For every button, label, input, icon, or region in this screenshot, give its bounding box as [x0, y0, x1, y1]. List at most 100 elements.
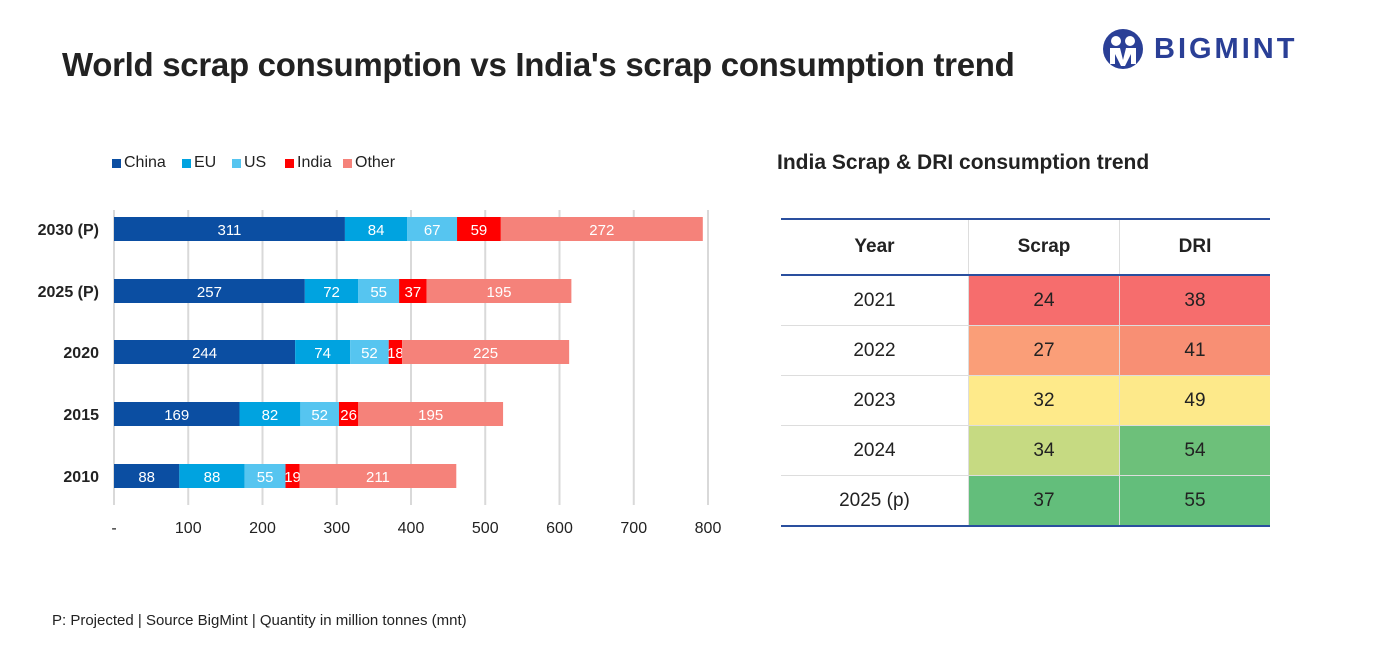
- legend-item-india: India: [285, 154, 332, 172]
- chart-plot: - 100 200 300 400 500 600 700 800 2030 (P) 311 84 67…: [38, 210, 721, 537]
- bar-segment-eu: [304, 279, 359, 303]
- bar-data-label: 88: [138, 469, 155, 486]
- legend-swatch: [343, 158, 352, 168]
- legend-swatch: [232, 158, 241, 168]
- bar-segment-eu: [179, 464, 245, 488]
- bar-data-label: 211: [366, 469, 390, 486]
- bar-data-label: 84: [368, 222, 385, 239]
- x-tick-label: 600: [546, 520, 573, 537]
- y-category-label: 2020: [63, 345, 99, 362]
- table-row: 2023 32 49: [781, 375, 1270, 426]
- cell-year: 2023: [781, 375, 969, 426]
- bar-segment-other: [358, 402, 504, 426]
- y-category-label: 2010: [63, 469, 99, 486]
- bar-data-label: 169: [164, 407, 189, 424]
- cell-scrap: 37: [968, 475, 1120, 527]
- header-dri: DRI: [1119, 218, 1270, 276]
- footnote: P: Projected | Source BigMint | Quantity…: [52, 612, 467, 629]
- bar-data-label: 257: [197, 284, 222, 301]
- bar-data-label: 52: [311, 407, 328, 424]
- legend-item-eu: EU: [182, 154, 216, 172]
- bar-data-label: 26: [340, 407, 357, 424]
- cell-dri: 38: [1119, 274, 1270, 326]
- bar-data-label: 311: [217, 222, 241, 239]
- bar-data-label: 52: [361, 345, 378, 362]
- bar-segment-india: [285, 464, 300, 488]
- table-row: 2021 24 38: [781, 274, 1270, 326]
- bar-data-label: 55: [370, 284, 387, 301]
- bigmint-logo: BIGMINT: [1102, 28, 1297, 70]
- bar-segment-eu: [344, 217, 408, 241]
- logo-text: BIGMINT: [1154, 32, 1298, 65]
- y-category-label: 2030 (P): [38, 222, 99, 239]
- legend-item-china: China: [112, 154, 166, 172]
- bar-segment-other: [500, 217, 703, 241]
- legend-swatch: [182, 158, 191, 168]
- header-scrap: Scrap: [968, 218, 1120, 276]
- legend-swatch: [112, 158, 121, 168]
- cell-year: 2025 (p): [781, 475, 969, 527]
- cell-scrap: 32: [968, 375, 1120, 426]
- legend-item-other: Other: [343, 154, 395, 172]
- x-tick-label: 400: [398, 520, 425, 537]
- bar-data-label: 82: [262, 407, 279, 424]
- india-consumption-table: Year Scrap DRI 2021 24 38 2022 27 41 2023 32 49 2…: [781, 218, 1270, 527]
- cell-dri: 49: [1119, 375, 1270, 426]
- legend-item-us: US: [232, 154, 266, 172]
- cell-scrap: 24: [968, 274, 1120, 326]
- cell-year: 2022: [781, 325, 969, 376]
- bar-segment-other: [402, 340, 570, 364]
- x-tick-label: 200: [249, 520, 276, 537]
- table-row: 2022 27 41: [781, 325, 1270, 376]
- stacked-bar-chart: China EU US India Other - 100 200 300 400 500 600 7…: [0, 140, 760, 560]
- bar-data-label: 88: [204, 469, 221, 486]
- bar-data-label: 244: [192, 345, 217, 362]
- legend-label: Other: [355, 154, 396, 171]
- bar-segment-india: [338, 402, 359, 426]
- legend-label: EU: [194, 154, 217, 171]
- bar-data-label: 19: [284, 469, 301, 486]
- bar-segment-china: [114, 217, 345, 241]
- bar-data-label: 74: [314, 345, 331, 362]
- bar-segment-eu: [239, 402, 301, 426]
- table-title: India Scrap & DRI consumption trend: [777, 151, 1150, 174]
- x-tick-label: 700: [620, 520, 647, 537]
- bar-segment-china: [114, 402, 240, 426]
- bar-data-label: 37: [405, 284, 422, 301]
- bar-segment-us: [407, 217, 458, 241]
- bar-data-label: 272: [589, 222, 614, 239]
- table-row: 2024 34 54: [781, 425, 1270, 476]
- bar-segment-china: [114, 464, 180, 488]
- bar-segment-eu: [295, 340, 351, 364]
- bar-segment-other: [426, 279, 572, 303]
- bar-segment-us: [300, 402, 339, 426]
- table-row: 2025 (p) 37 55: [781, 475, 1270, 527]
- cell-scrap: 27: [968, 325, 1120, 376]
- bar-segment-us: [244, 464, 286, 488]
- bar-data-label: 18: [387, 345, 404, 362]
- bar-data-label: 67: [424, 222, 441, 239]
- logo-icon: [1103, 29, 1143, 69]
- bar-segment-india: [388, 340, 403, 364]
- bar-segment-india: [399, 279, 427, 303]
- bar-data-label: 225: [473, 345, 498, 362]
- bar-segment-india: [457, 217, 501, 241]
- cell-year: 2021: [781, 274, 969, 326]
- legend-label: China: [124, 154, 166, 171]
- legend-label: US: [244, 154, 267, 171]
- cell-dri: 41: [1119, 325, 1270, 376]
- bar-segment-us: [350, 340, 389, 364]
- bar-segment-china: [114, 340, 296, 364]
- cell-dri: 55: [1119, 475, 1270, 527]
- bar-segment-china: [114, 279, 305, 303]
- page-title: World scrap consumption vs India's scrap…: [62, 46, 1015, 83]
- x-tick-label: 100: [175, 520, 202, 537]
- x-tick-label: -: [111, 520, 116, 537]
- x-tick-label: 500: [472, 520, 499, 537]
- bar-data-label: 195: [486, 284, 511, 301]
- bar-data-label: 59: [471, 222, 488, 239]
- cell-dri: 54: [1119, 425, 1270, 476]
- bar-segment-us: [358, 279, 400, 303]
- bar-data-label: 195: [418, 407, 443, 424]
- bar-data-label: 72: [323, 284, 340, 301]
